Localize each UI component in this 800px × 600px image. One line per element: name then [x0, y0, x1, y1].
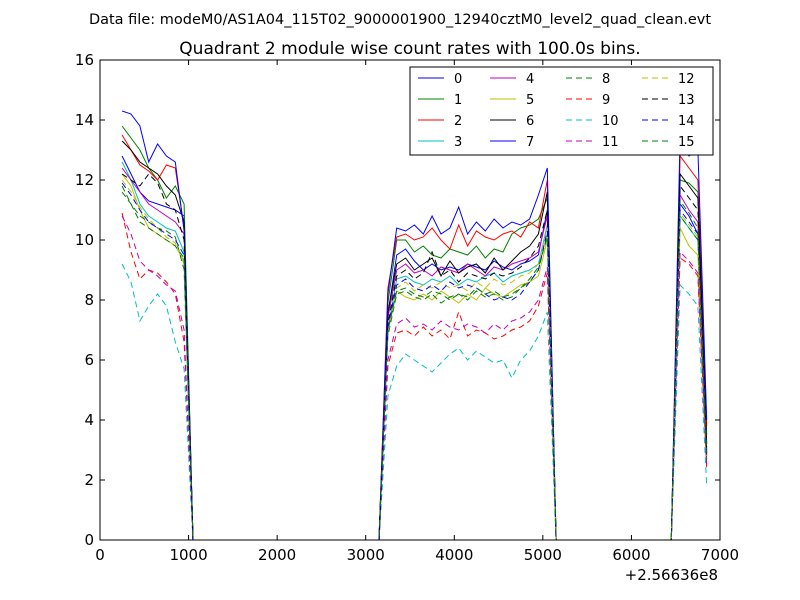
y-tick-label: 12 — [75, 171, 94, 189]
x-tick-label: 1000 — [169, 546, 207, 564]
legend-label-1: 1 — [454, 93, 462, 108]
legend-label-2: 2 — [454, 114, 462, 129]
legend-label-8: 8 — [602, 72, 610, 87]
x-tick-label: 0 — [95, 546, 105, 564]
y-tick-label: 8 — [84, 291, 94, 309]
legend-label-11: 11 — [602, 135, 619, 150]
y-tick-label: 0 — [84, 531, 94, 549]
y-tick-label: 6 — [84, 351, 94, 369]
x-offset-label: +2.56636e8 — [625, 566, 718, 584]
x-tick-label: 4000 — [435, 546, 473, 564]
x-tick-label: 7000 — [701, 546, 739, 564]
x-tick-label: 2000 — [258, 546, 296, 564]
y-tick-label: 14 — [75, 111, 94, 129]
y-tick-label: 10 — [75, 231, 94, 249]
legend-label-15: 15 — [678, 135, 695, 150]
y-tick-label: 4 — [84, 411, 94, 429]
legend-label-10: 10 — [602, 114, 619, 129]
chart-title: Quadrant 2 module wise count rates with … — [179, 39, 640, 59]
legend-label-7: 7 — [526, 135, 534, 150]
axis-ticks: 0 1000 2000 3000 4000 5000 6000 700002468101214… — [75, 51, 739, 564]
legend-label-4: 4 — [526, 72, 534, 87]
legend-label-3: 3 — [454, 135, 462, 150]
legend-label-12: 12 — [678, 72, 695, 87]
legend-label-0: 0 — [454, 72, 462, 87]
figure-suptitle: Data file: modeM0/AS1A04_115T02_90000019… — [89, 12, 711, 28]
legend-label-6: 6 — [526, 114, 534, 129]
legend-box — [409, 66, 714, 156]
y-tick-label: 2 — [84, 471, 94, 489]
legend-label-9: 9 — [602, 93, 610, 108]
legend-label-14: 14 — [678, 114, 695, 129]
y-tick-label: 16 — [75, 51, 94, 69]
x-tick-label: 3000 — [347, 546, 385, 564]
legend-label-13: 13 — [678, 93, 695, 108]
series-line-12 — [121, 179, 708, 541]
legend-label-5: 5 — [526, 93, 534, 108]
x-tick-label: 6000 — [612, 546, 650, 564]
x-tick-label: 5000 — [524, 546, 562, 564]
